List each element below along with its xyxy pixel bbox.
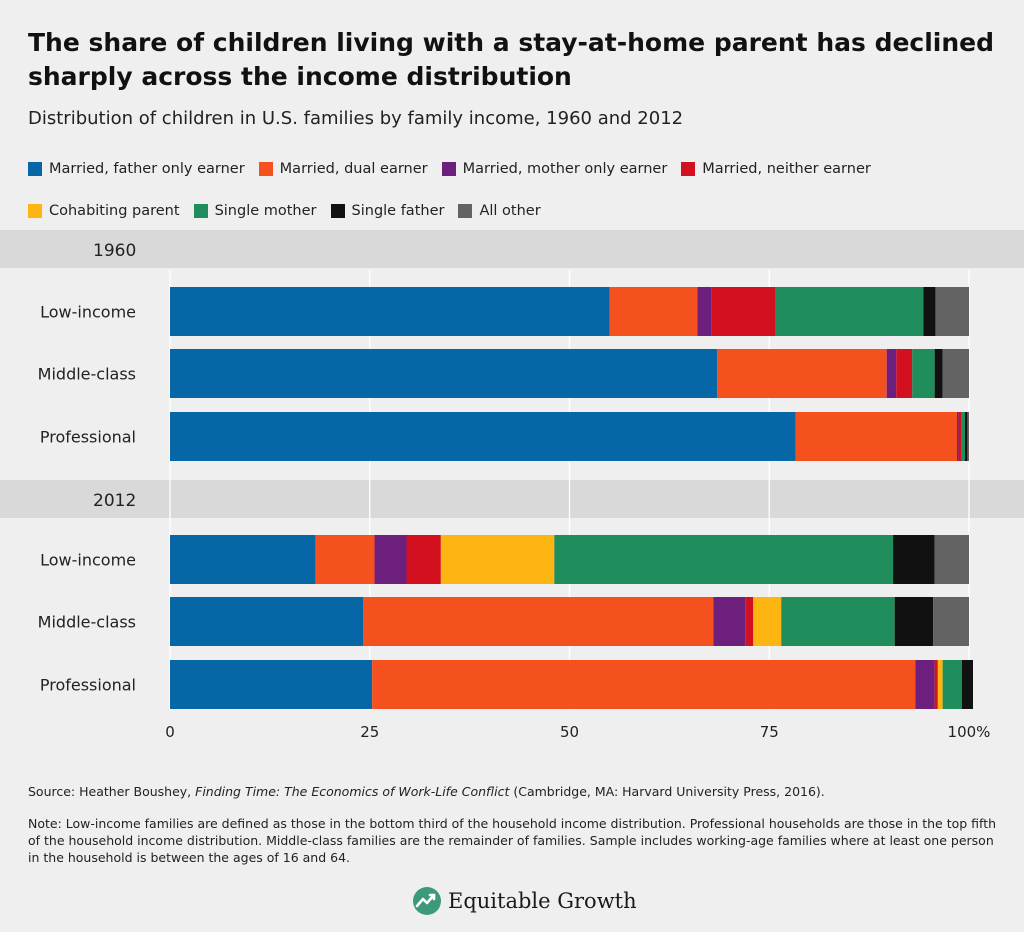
category-label: Middle-class bbox=[38, 365, 136, 384]
legend-swatch bbox=[258, 162, 273, 176]
brand-logo: Equitable Growth bbox=[412, 886, 637, 916]
bar-segment bbox=[942, 349, 969, 398]
bar-segment bbox=[912, 349, 935, 398]
legend-label: Cohabiting parent bbox=[49, 203, 180, 219]
category-label: Professional bbox=[40, 428, 136, 447]
chart-subtitle: Distribution of children in U.S. familie… bbox=[28, 108, 684, 129]
bar-segment bbox=[170, 287, 610, 336]
bar-segment bbox=[795, 412, 958, 461]
bar-segment bbox=[937, 660, 943, 709]
bar-segment bbox=[554, 535, 894, 584]
bar-segment bbox=[609, 287, 698, 336]
bar-segment bbox=[781, 597, 895, 646]
legend-swatch bbox=[681, 162, 696, 176]
legend-swatch bbox=[330, 204, 345, 218]
x-tick-label: 0 bbox=[165, 723, 175, 741]
footnote: Note: Low-income families are defined as… bbox=[28, 816, 997, 865]
bar-segment bbox=[958, 412, 962, 461]
legend-label: Married, mother only earner bbox=[462, 161, 668, 177]
bar-segment bbox=[711, 287, 776, 336]
bar-segment bbox=[170, 349, 718, 398]
legend-item: Married, father only earner bbox=[28, 160, 245, 178]
legend-item: Single mother bbox=[193, 202, 317, 220]
stacked-bar-chart: 1960 2012 Low-income Middle-class Profession… bbox=[0, 230, 1024, 741]
bar-segment bbox=[363, 597, 714, 646]
legend-item: Married, mother only earner bbox=[441, 160, 668, 178]
legend-item: All other bbox=[458, 202, 541, 220]
bar-segment bbox=[170, 597, 364, 646]
bar-segment bbox=[967, 412, 969, 461]
category-label: Middle-class bbox=[38, 613, 136, 632]
group-band bbox=[0, 480, 1024, 518]
bar-segment bbox=[934, 660, 938, 709]
bar-segment bbox=[965, 412, 968, 461]
source-note: Source: Heather Boushey, Finding Time: T… bbox=[28, 784, 1008, 799]
x-tick-label: 25 bbox=[360, 723, 379, 741]
bar-segment bbox=[915, 660, 935, 709]
group-label: 1960 bbox=[93, 241, 136, 261]
bar-segment bbox=[745, 597, 754, 646]
bar-segment bbox=[923, 287, 936, 336]
bar-segment bbox=[440, 535, 555, 584]
legend-label: Single mother bbox=[214, 203, 317, 219]
source-book-title: Finding Time: The Economics of Work-Life… bbox=[195, 784, 510, 799]
group-band bbox=[0, 230, 1024, 268]
bar-segment bbox=[934, 535, 969, 584]
x-tick-label: 50 bbox=[560, 723, 579, 741]
growth-leaf-icon bbox=[413, 887, 441, 915]
category-label: Low-income bbox=[40, 303, 136, 322]
bar-segment bbox=[894, 597, 934, 646]
x-tick-label: 100% bbox=[948, 723, 991, 741]
legend-label: Married, dual earner bbox=[279, 161, 428, 177]
bar-segment bbox=[170, 660, 373, 709]
legend-swatch bbox=[458, 204, 473, 218]
legend: Married, father only earner Married, dual… bbox=[28, 160, 1008, 220]
x-tick-label: 75 bbox=[760, 723, 779, 741]
bar-segment bbox=[886, 349, 897, 398]
legend-label: Married, neither earner bbox=[702, 161, 871, 177]
legend-swatch bbox=[28, 162, 42, 176]
bar-segment bbox=[934, 349, 943, 398]
legend-swatch bbox=[441, 162, 456, 176]
bar-segment bbox=[753, 597, 782, 646]
legend-label: All other bbox=[479, 203, 541, 219]
legend-item: Single father bbox=[330, 202, 445, 220]
category-label: Professional bbox=[40, 676, 136, 695]
category-label: Low-income bbox=[40, 551, 136, 570]
legend-swatch bbox=[28, 204, 42, 218]
bar-segment bbox=[961, 660, 973, 709]
source-prefix: Source: Heather Boushey, bbox=[28, 784, 192, 799]
brand-name: Equitable Growth bbox=[448, 889, 637, 913]
legend-item: Married, neither earner bbox=[681, 160, 871, 178]
legend-item: Married, dual earner bbox=[258, 160, 428, 178]
legend-label: Single father bbox=[351, 203, 445, 219]
source-suffix: (Cambridge, MA: Harvard University Press… bbox=[513, 784, 825, 799]
bar-segment bbox=[935, 287, 969, 336]
bar-segment bbox=[170, 535, 316, 584]
bar-segment bbox=[896, 349, 913, 398]
bar-segment bbox=[942, 660, 962, 709]
bar-segment bbox=[170, 412, 796, 461]
bar-segment bbox=[315, 535, 375, 584]
bar-segment bbox=[893, 535, 935, 584]
group-label: 2012 bbox=[93, 491, 136, 511]
legend-item: Cohabiting parent bbox=[28, 202, 180, 220]
legend-label: Married, father only earner bbox=[49, 161, 245, 177]
bar-segment bbox=[697, 287, 712, 336]
bar-segment bbox=[372, 660, 916, 709]
bar-segment bbox=[713, 597, 746, 646]
bar-segment bbox=[717, 349, 887, 398]
bar-segment bbox=[957, 412, 959, 461]
bar-segment bbox=[374, 535, 407, 584]
bar-segment bbox=[406, 535, 441, 584]
bar-segment bbox=[775, 287, 924, 336]
chart-title: The share of children living with a stay… bbox=[28, 28, 995, 91]
bar-segment bbox=[961, 412, 966, 461]
legend-swatch bbox=[193, 204, 208, 218]
bar-segment bbox=[933, 597, 969, 646]
